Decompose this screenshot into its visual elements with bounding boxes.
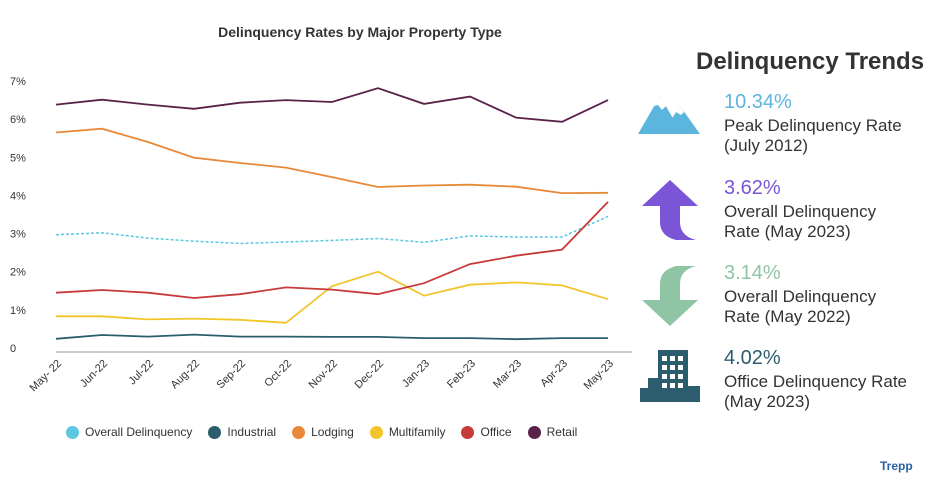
stat-label-line: Rate (May 2022) [724,307,851,326]
legend-label: Lodging [311,425,354,439]
chart-legend: Overall Delinquency Industrial Lodging M… [66,425,666,439]
stat-value: 3.62% [724,177,781,199]
x-tick-label: Apr-23 [538,358,570,390]
line-chart: 0 1% 2% 3% 4% 5% 6% 7% May- 22 Jun-22 Jul-22 Aug-2… [10,76,632,395]
x-tick-label: Dec-22 [353,358,387,392]
stat-value: 10.34% [724,91,792,113]
chart-title: Delinquency Rates by Major Property Type [218,24,502,40]
stat-overall-2023: 3.62% Overall Delinquency Rate (May 2023) [724,176,929,242]
mountain-icon [638,96,700,134]
x-tick-label: Oct-22 [262,358,294,390]
stat-overall-2022: 3.14% Overall Delinquency Rate (May 2022) [724,261,929,327]
stat-office: 4.02% Office Delinquency Rate (May 2023) [724,346,929,412]
stat-label-line: Overall Delinquency [724,202,877,221]
stat-label-line: Rate (May 2023) [724,222,851,241]
x-tick-label: Mar-23 [491,358,524,391]
stat-label: Overall Delinquency Rate (May 2023) [724,202,929,242]
stat-label: Peak Delinquency Rate (July 2012) [724,116,929,156]
legend-label: Industrial [227,425,277,439]
legend-item: Retail [527,425,578,439]
series-line-lodging [55,127,609,195]
x-tick-label: Nov-22 [307,358,341,392]
stat-label-line: (May 2023) [724,392,810,411]
stat-label: Overall Delinquency Rate (May 2022) [724,287,929,327]
stat-label-line: Overall Delinquency [724,287,877,306]
stat-peak: 10.34% Peak Delinquency Rate (July 2012) [724,90,929,156]
y-tick-label: 2% [10,267,26,279]
x-tick-label: Aug-22 [169,358,203,392]
x-tick-label: Jan-23 [400,358,432,390]
y-tick-label: 7% [10,76,26,88]
legend-swatch [369,425,383,439]
legend-label: Multifamily [388,425,446,439]
legend-swatch [208,425,222,439]
legend-item: Office [461,425,512,439]
brand-logo: Trepp [880,459,913,473]
legend-item: Overall Delinquency [66,425,192,439]
legend-swatch [66,425,79,439]
y-tick-label: 0 [10,343,16,355]
building-icon [640,350,700,402]
x-tick-label: Jun-22 [78,358,110,390]
stat-label: Office Delinquency Rate (May 2023) [724,372,929,412]
y-tick-label: 5% [10,152,26,164]
stat-value: 3.14% [724,262,781,284]
stat-label-line: (July 2012) [724,136,809,155]
x-tick-label: Sep-22 [215,358,249,392]
stat-label-line: Office Delinquency Rate [724,372,908,391]
y-tick-label: 1% [10,305,26,317]
y-tick-label: 6% [10,114,26,126]
series-line-office [55,201,609,299]
series-line-industrial [55,333,608,341]
x-tick-label: May-23 [582,358,616,392]
x-tick-label: Jul-22 [126,358,156,388]
legend-label: Office [480,425,512,439]
y-tick-label: 4% [10,190,26,202]
stat-label-line: Peak Delinquency Rate [724,116,902,135]
x-tick-label: May- 22 [28,358,65,395]
legend-swatch [292,425,306,439]
legend-label: Overall Delinquency [85,425,193,439]
legend-item: Lodging [292,425,354,439]
x-tick-label: Feb-23 [445,358,478,391]
y-tick-label: 3% [10,229,26,241]
legend-swatch [527,425,541,439]
series-line-multifamily [56,270,609,324]
legend-label: Retail [546,425,578,439]
arrow-down-icon [642,266,698,326]
legend-item: Multifamily [369,425,446,439]
stat-value: 4.02% [724,347,781,369]
legend-swatch [461,425,475,439]
series-line-retail [55,87,609,123]
legend-item: Industrial [208,425,276,439]
series-line-overall-delinquency [55,215,609,245]
arrow-up-icon [642,180,698,240]
trends-title: Delinquency Trends [696,48,925,75]
